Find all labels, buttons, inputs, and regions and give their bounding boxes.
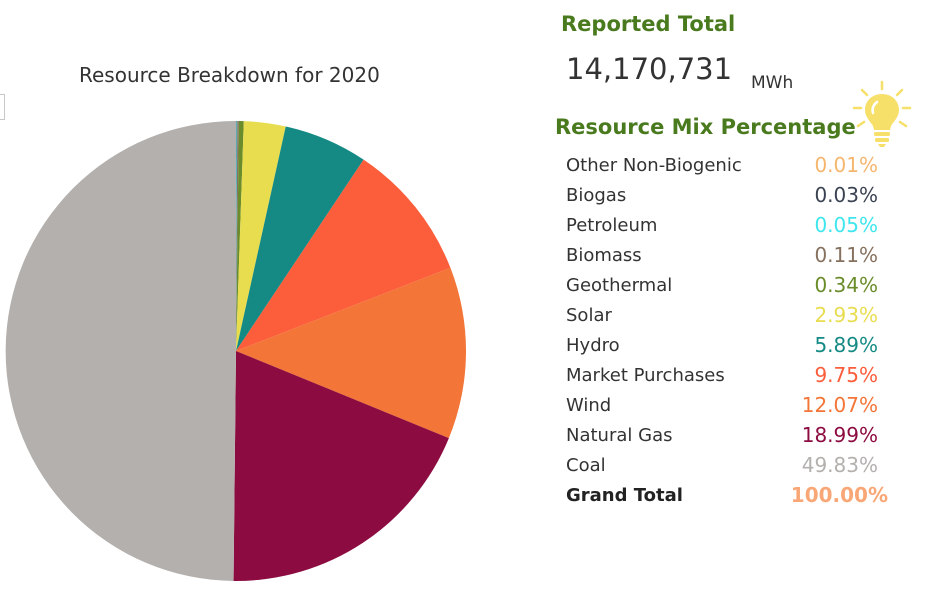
lightbulb-icon	[852, 80, 912, 147]
grand-total-percentage: 100.00%	[790, 483, 888, 507]
mix-row-label: Biomass	[566, 245, 642, 266]
mix-row-label: Geothermal	[566, 275, 673, 296]
grand-total-label: Grand Total	[566, 485, 683, 506]
mix-row-label: Market Purchases	[566, 365, 725, 386]
mix-row: Coal 49.83%	[566, 452, 896, 482]
pie-slice-market-purchases[interactable]	[236, 159, 451, 351]
mix-row-label: Hydro	[566, 335, 620, 356]
mix-row-percentage: 12.07%	[801, 393, 878, 417]
mix-row-label: Natural Gas	[566, 425, 673, 446]
reported-total-title: Reported Total	[561, 12, 736, 36]
mix-row-percentage: 0.03%	[814, 183, 878, 207]
mix-row: Petroleum 0.05%	[566, 212, 896, 242]
mix-row: Natural Gas 18.99%	[566, 422, 896, 452]
reported-total-value: 14,170,731	[566, 52, 733, 86]
mix-row-label: Biogas	[566, 185, 627, 206]
pie-slice-hydro[interactable]	[236, 126, 364, 351]
mix-row-label: Coal	[566, 455, 606, 476]
pie-slice-biogas[interactable]	[236, 120, 237, 351]
pie-slice-solar[interactable]	[236, 121, 286, 351]
pie-slice-natural-gas[interactable]	[233, 351, 449, 582]
mix-row: Biomass 0.11%	[566, 242, 896, 272]
chart-title: Resource Breakdown for 2020	[79, 63, 380, 87]
resource-mix-title: Resource Mix Percentage	[555, 115, 856, 139]
pie-slice-geothermal[interactable]	[236, 121, 244, 352]
mix-row-percentage: 0.01%	[814, 153, 878, 177]
pie-slice-petroleum[interactable]	[236, 120, 238, 351]
mix-row: Market Purchases 9.75%	[566, 362, 896, 392]
mix-row-percentage: 9.75%	[814, 363, 878, 387]
mix-row-label: Petroleum	[566, 215, 658, 236]
mix-row-label: Other Non-Biogenic	[566, 155, 742, 176]
mix-row: Wind 12.07%	[566, 392, 896, 422]
pie-slice-wind[interactable]	[236, 267, 467, 439]
grand-total-row: Grand Total 100.00%	[566, 482, 896, 512]
mix-row-label: Solar	[566, 305, 612, 326]
pie-slice-coal[interactable]	[5, 120, 237, 581]
reported-total-unit: MWh	[751, 73, 794, 93]
mix-row: Hydro 5.89%	[566, 332, 896, 362]
mix-row-percentage: 49.83%	[801, 453, 878, 477]
mix-row-percentage: 0.05%	[814, 213, 878, 237]
mix-row-percentage: 5.89%	[814, 333, 878, 357]
mix-row-percentage: 0.34%	[814, 273, 878, 297]
collapsed-filter-box[interactable]	[0, 94, 5, 120]
mix-row-percentage: 2.93%	[814, 303, 878, 327]
mix-row: Biogas 0.03%	[566, 182, 896, 212]
pie-slice-biomass[interactable]	[236, 121, 239, 351]
resource-mix-table: Other Non-Biogenic 0.01% Biogas 0.03% Pe…	[566, 152, 896, 512]
mix-row: Other Non-Biogenic 0.01%	[566, 152, 896, 182]
mix-row: Solar 2.93%	[566, 302, 896, 332]
mix-row-percentage: 18.99%	[801, 423, 878, 447]
mix-row: Geothermal 0.34%	[566, 272, 896, 302]
mix-row-percentage: 0.11%	[814, 243, 878, 267]
mix-row-label: Wind	[566, 395, 612, 416]
